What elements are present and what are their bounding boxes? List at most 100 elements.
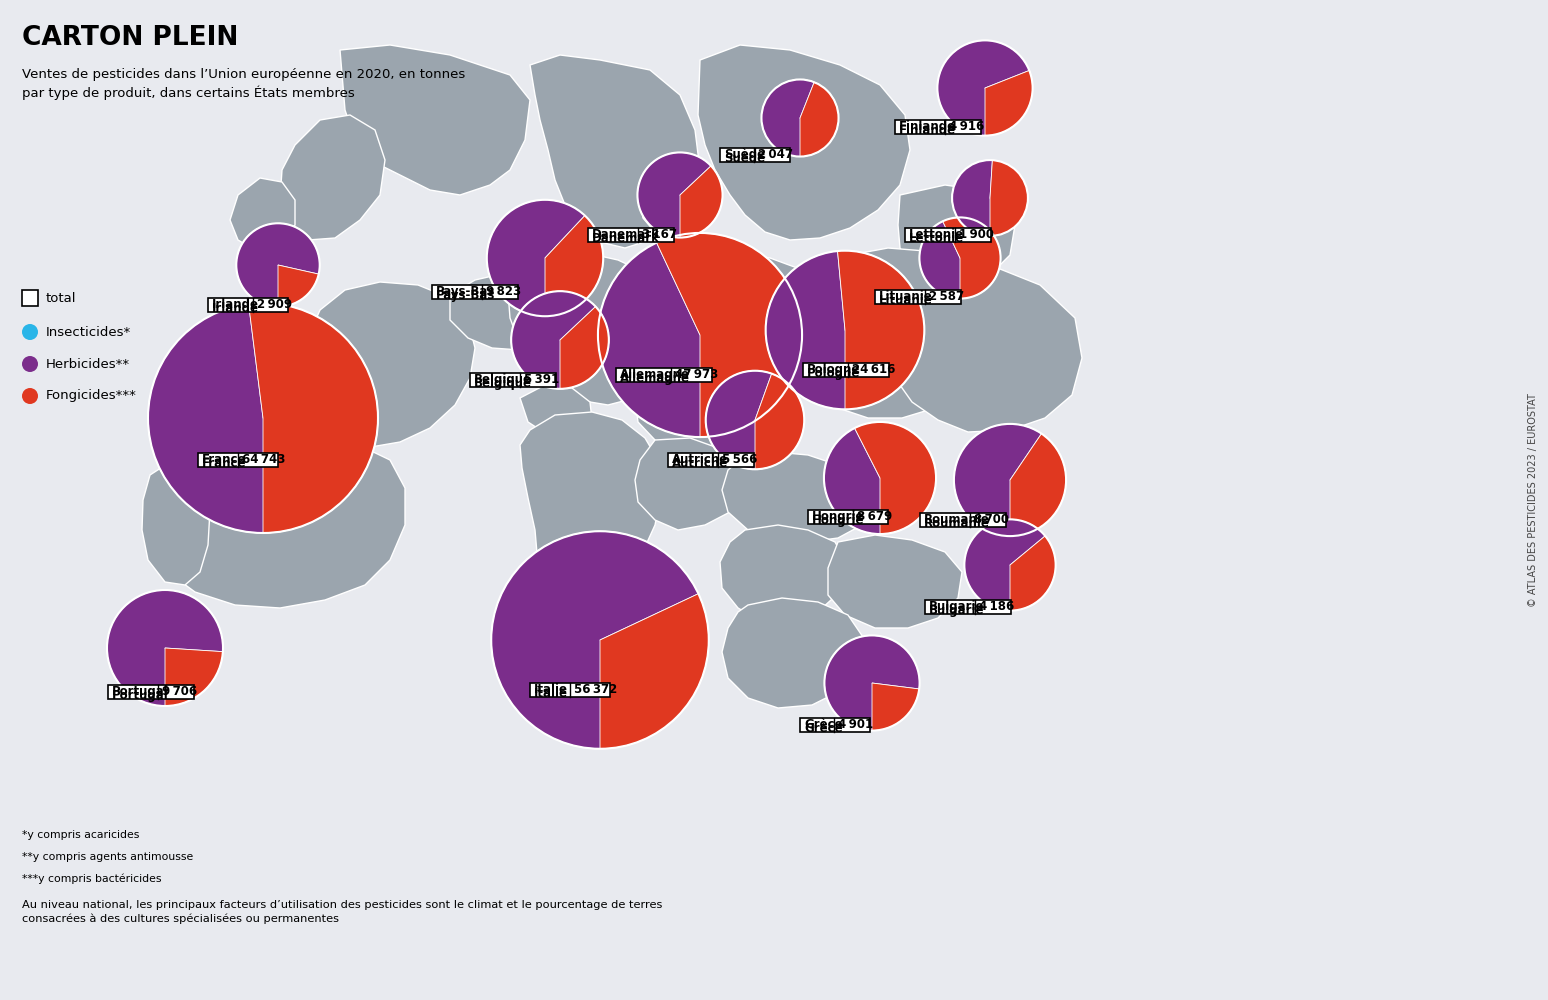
Text: 5 566: 5 566: [723, 453, 757, 466]
Text: Bulgarie: Bulgarie: [929, 600, 985, 613]
Polygon shape: [898, 185, 1015, 285]
Wedge shape: [991, 160, 1028, 236]
Wedge shape: [938, 40, 1033, 136]
Text: Pays-Bas: Pays-Bas: [437, 285, 495, 298]
Text: Autriche: Autriche: [672, 457, 728, 470]
Circle shape: [22, 356, 39, 372]
Text: *y compris acaricides: *y compris acaricides: [22, 830, 139, 840]
Text: Roumanie: Roumanie: [924, 517, 989, 530]
Text: Portugal: Portugal: [111, 685, 169, 698]
Wedge shape: [800, 82, 839, 157]
Wedge shape: [920, 217, 1000, 299]
Wedge shape: [943, 217, 1000, 299]
Polygon shape: [850, 248, 1082, 432]
Wedge shape: [1009, 434, 1067, 536]
Polygon shape: [299, 282, 475, 448]
Text: 1 900: 1 900: [960, 228, 994, 241]
Wedge shape: [107, 590, 223, 706]
Wedge shape: [762, 79, 839, 157]
Polygon shape: [698, 45, 910, 240]
Text: Belgique: Belgique: [474, 373, 533, 386]
Wedge shape: [491, 531, 709, 749]
Wedge shape: [545, 216, 604, 316]
Text: 2 047: 2 047: [759, 148, 794, 161]
Text: Finlande: Finlande: [899, 120, 957, 133]
Polygon shape: [639, 182, 700, 238]
Bar: [22, 290, 39, 306]
Bar: [920, 513, 1006, 527]
Text: Autriche: Autriche: [672, 453, 728, 466]
Text: CARTON PLEIN: CARTON PLEIN: [22, 25, 238, 51]
Polygon shape: [828, 535, 961, 628]
Wedge shape: [837, 251, 924, 409]
Text: Au niveau national, les principaux facteurs d’utilisation des pesticides sont le: Au niveau national, les principaux facte…: [22, 900, 663, 924]
Text: 4 901: 4 901: [839, 718, 873, 731]
Text: Irlande: Irlande: [212, 298, 259, 311]
Text: Pologne: Pologne: [807, 367, 861, 380]
Bar: [800, 718, 870, 732]
Wedge shape: [491, 531, 698, 749]
Text: Ventes de pesticides dans l’Union européenne en 2020, en tonnes
par type de prod: Ventes de pesticides dans l’Union europé…: [22, 68, 466, 100]
Wedge shape: [766, 251, 924, 409]
Text: Grèce: Grèce: [803, 722, 842, 735]
Wedge shape: [755, 374, 805, 469]
Bar: [895, 120, 980, 134]
Polygon shape: [231, 178, 296, 250]
Text: © ATLAS DES PESTICIDES 2023 / EUROSTAT: © ATLAS DES PESTICIDES 2023 / EUROSTAT: [1528, 393, 1539, 607]
Wedge shape: [854, 422, 937, 534]
Text: 4 186: 4 186: [980, 600, 1014, 613]
Text: Portugal: Portugal: [111, 689, 169, 702]
Text: Suède: Suède: [724, 148, 765, 161]
Text: **y compris agents antimousse: **y compris agents antimousse: [22, 852, 194, 862]
Wedge shape: [938, 40, 1029, 136]
Wedge shape: [149, 304, 339, 533]
Bar: [875, 290, 960, 304]
Bar: [588, 228, 673, 242]
Wedge shape: [166, 648, 223, 706]
Bar: [471, 373, 556, 387]
Polygon shape: [142, 462, 211, 585]
Text: 9 706: 9 706: [163, 685, 197, 698]
Text: Lituanie: Lituanie: [879, 294, 933, 307]
Text: Bulgarie: Bulgarie: [929, 604, 985, 617]
Text: Fongicides***: Fongicides***: [46, 389, 136, 402]
Wedge shape: [825, 635, 920, 731]
Polygon shape: [508, 252, 678, 405]
Text: Herbicides**: Herbicides**: [46, 358, 130, 370]
Bar: [198, 453, 279, 467]
Wedge shape: [560, 307, 608, 389]
Bar: [803, 363, 889, 377]
Wedge shape: [598, 243, 802, 437]
Text: 4 916: 4 916: [949, 120, 985, 133]
Text: 5 391: 5 391: [525, 373, 559, 386]
Text: Finlande: Finlande: [899, 124, 957, 137]
Text: 64 743: 64 743: [241, 453, 285, 466]
Polygon shape: [721, 452, 870, 542]
Bar: [669, 453, 754, 467]
Text: Pays-Bas: Pays-Bas: [437, 289, 495, 302]
Text: 2 587: 2 587: [929, 290, 964, 303]
Wedge shape: [952, 160, 1028, 236]
Polygon shape: [529, 55, 700, 248]
Wedge shape: [762, 79, 816, 157]
Polygon shape: [450, 272, 574, 350]
Wedge shape: [954, 424, 1067, 536]
Text: Grèce: Grèce: [803, 718, 842, 731]
Wedge shape: [486, 200, 604, 316]
Bar: [108, 685, 194, 699]
Wedge shape: [601, 594, 709, 749]
Wedge shape: [486, 200, 602, 316]
Polygon shape: [520, 385, 591, 435]
Text: Italie: Italie: [534, 683, 568, 696]
Text: France: France: [201, 453, 246, 466]
Text: Irlande: Irlande: [212, 302, 259, 315]
Wedge shape: [872, 683, 920, 731]
Text: 3 167: 3 167: [642, 228, 676, 241]
Circle shape: [22, 388, 39, 404]
Text: Allemagne: Allemagne: [621, 368, 690, 381]
Text: 24 616: 24 616: [851, 363, 895, 376]
Text: 8 700: 8 700: [974, 513, 1009, 526]
Wedge shape: [107, 590, 223, 706]
Text: Allemagne: Allemagne: [621, 372, 690, 385]
Polygon shape: [635, 438, 745, 530]
